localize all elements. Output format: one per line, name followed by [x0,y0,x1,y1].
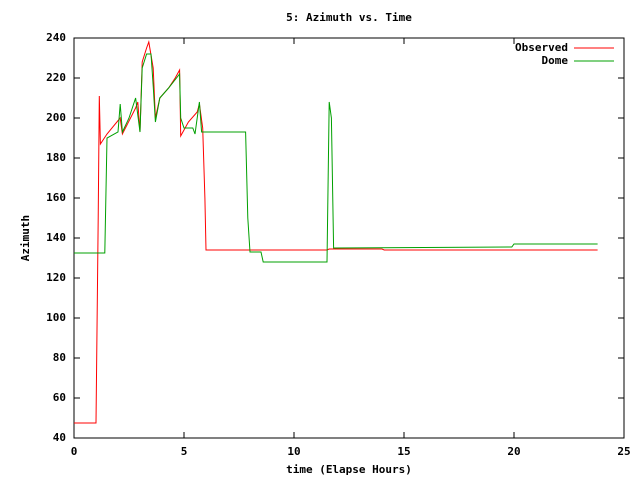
y-tick-label: 80 [53,351,66,364]
x-tick-label: 0 [71,445,78,458]
y-tick-label: 140 [46,231,66,244]
y-tick-label: 200 [46,111,66,124]
y-tick-label: 160 [46,191,66,204]
y-tick-label: 220 [46,71,66,84]
y-tick-label: 60 [53,391,66,404]
x-axis-label: time (Elapse Hours) [286,463,412,476]
x-tick-label: 5 [181,445,188,458]
x-tick-label: 15 [397,445,410,458]
y-tick-label: 240 [46,31,66,44]
y-tick-label: 100 [46,311,66,324]
legend-label: Dome [542,54,569,67]
legend-label: Observed [515,41,568,54]
y-tick-label: 40 [53,431,66,444]
data-line [74,53,598,263]
y-axis-label: Azimuth [19,215,32,261]
x-tick-label: 25 [617,445,630,458]
y-tick-label: 180 [46,151,66,164]
data-line [74,40,598,424]
chart-title: 5: Azimuth vs. Time [286,11,412,24]
plot-frame [73,37,625,439]
x-tick-label: 20 [507,445,520,458]
y-tick-label: 120 [46,271,66,284]
x-tick-label: 10 [287,445,300,458]
